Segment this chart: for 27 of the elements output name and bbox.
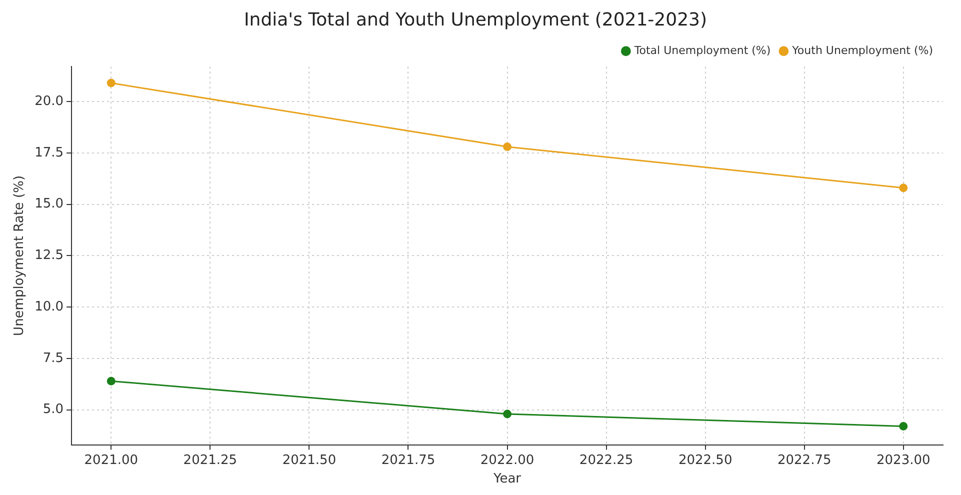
x-tick-label: 2022.75 (777, 452, 832, 468)
y-axis-title: Unemployment Rate (%) (12, 175, 28, 336)
x-tick-label: 2022.50 (678, 452, 732, 468)
y-tick-label: 7.5 (42, 350, 64, 366)
legend-label: Total Unemployment (%) (633, 44, 771, 57)
point (106, 78, 116, 88)
y-tick-label: 20.0 (34, 94, 64, 109)
y-tick-label: 17.5 (34, 145, 64, 160)
y-tick-label: 12.5 (34, 248, 64, 264)
x-tick-label: 2022.25 (579, 452, 634, 468)
point (899, 422, 908, 431)
point (503, 410, 512, 418)
y-tick-label: 10.0 (34, 299, 64, 314)
x-tick-label: 2021.00 (84, 452, 138, 468)
x-tick-label: 2022.00 (480, 452, 534, 468)
x-tick-label: 2023.00 (876, 452, 930, 468)
x-tick-label: 2021.75 (381, 452, 436, 468)
point (503, 142, 512, 152)
point (106, 376, 116, 386)
point (899, 184, 908, 192)
x-axis-title: Year (492, 472, 522, 487)
y-tick-label: 15.0 (34, 196, 64, 212)
x-tick-label: 2021.25 (183, 452, 238, 468)
chart-title: India's Total and Youth Unemployment (2021-2023) (244, 9, 708, 30)
legend-label: Youth Unemployment (%) (791, 44, 934, 57)
y-tick-label: 5.0 (42, 402, 64, 418)
x-tick-label: 2021.50 (282, 452, 336, 468)
